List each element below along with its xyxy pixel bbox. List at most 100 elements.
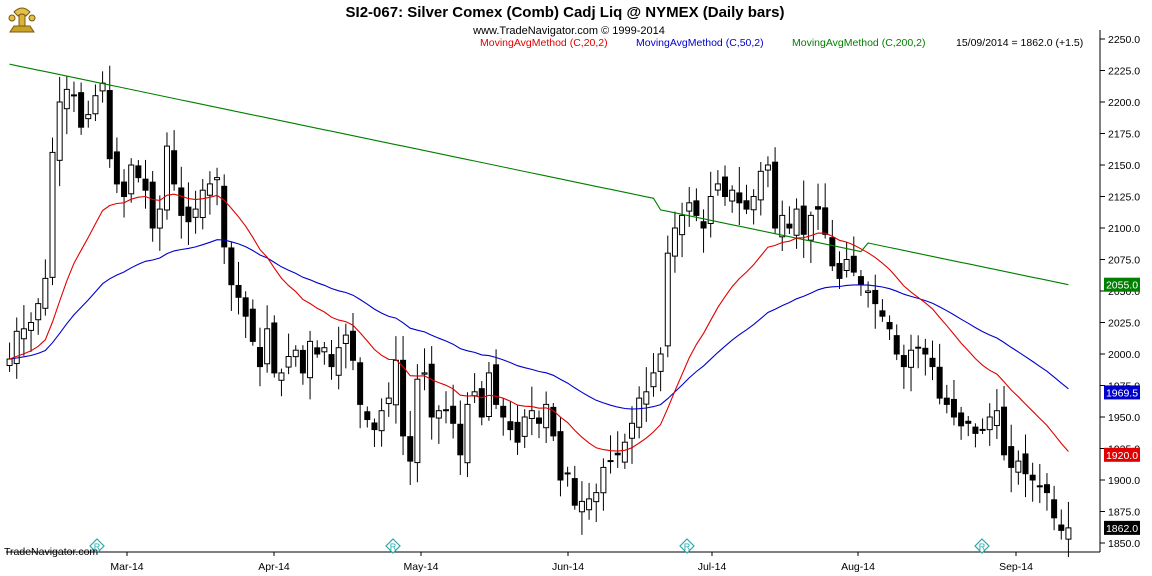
candle-up-body bbox=[843, 259, 850, 271]
candle-up-body bbox=[49, 151, 56, 278]
candle-down-body bbox=[221, 185, 228, 248]
candle-up-body bbox=[578, 500, 585, 513]
candle-down-body bbox=[450, 405, 457, 424]
candle-up-body bbox=[128, 164, 135, 195]
candle-up-body bbox=[600, 466, 607, 494]
candle-down-body bbox=[929, 357, 936, 368]
candle-down-body bbox=[364, 411, 371, 421]
trade-navigator-trophy-icon bbox=[8, 7, 36, 33]
candle-down-body bbox=[314, 347, 321, 355]
candle-up-body bbox=[650, 372, 657, 388]
candle-up-body bbox=[35, 303, 42, 321]
candle-down-body bbox=[936, 366, 943, 399]
candle-down-body bbox=[1036, 485, 1043, 488]
candle-up-body bbox=[292, 349, 299, 358]
candle-down-body bbox=[879, 310, 886, 317]
candle-down-body bbox=[915, 346, 922, 349]
candle-down-body bbox=[536, 417, 542, 424]
candle-up-body bbox=[378, 410, 385, 432]
diamond-shape bbox=[89, 538, 105, 554]
candle-up-body bbox=[485, 372, 492, 418]
x-tick-label: Apr-14 bbox=[258, 561, 290, 573]
x-tick-label: Mar-14 bbox=[110, 561, 143, 573]
y-tick-label: 1950.0 bbox=[1108, 412, 1140, 424]
x-tick-label: Aug-14 bbox=[841, 561, 875, 573]
y-tick-label: 2250.0 bbox=[1108, 34, 1140, 46]
candle-down-body bbox=[564, 472, 571, 475]
candle-up-body bbox=[285, 356, 292, 368]
candle-up-body bbox=[206, 183, 213, 196]
y-tick-label: 2175.0 bbox=[1108, 129, 1140, 141]
candle-up-body bbox=[92, 95, 99, 115]
candle-up-body bbox=[385, 397, 392, 405]
roll-diamond-icon: R bbox=[974, 538, 990, 554]
candle-down-body bbox=[242, 297, 249, 317]
candle-down-body bbox=[800, 205, 807, 235]
candle-up-body bbox=[1065, 527, 1072, 540]
candle-down-body bbox=[950, 398, 957, 418]
price-tag-label: 1920.0 bbox=[1106, 450, 1138, 462]
x-tick-label: Jul-14 bbox=[698, 561, 727, 573]
candle-up-body bbox=[714, 183, 721, 191]
candle-down-body bbox=[299, 349, 306, 374]
candle-up-body bbox=[986, 416, 993, 431]
candle-up-body bbox=[629, 422, 636, 439]
candle-up-body bbox=[13, 330, 20, 365]
y-tick-label: 2000.0 bbox=[1108, 349, 1140, 361]
candle-down-body bbox=[149, 181, 156, 229]
diamond-shape bbox=[385, 538, 401, 554]
candle-up-body bbox=[63, 88, 70, 110]
legend-ma20: MovingAvgMethod (C,20,2) bbox=[480, 37, 608, 49]
footer-brand: TradeNavigator.com bbox=[4, 546, 98, 558]
candle-up-body bbox=[6, 358, 13, 367]
candle-up-body bbox=[264, 328, 271, 365]
y-tick-label: 2225.0 bbox=[1108, 66, 1140, 78]
candle-up-body bbox=[85, 114, 92, 120]
price-tag-label: 1862.0 bbox=[1106, 523, 1138, 535]
candle-up-body bbox=[671, 227, 678, 257]
candle-down-body bbox=[113, 151, 120, 185]
candle-up-body bbox=[807, 214, 814, 241]
candle-up-body bbox=[679, 214, 686, 236]
candle-up-body bbox=[865, 290, 872, 294]
candle-up-body bbox=[636, 397, 643, 428]
candle-up-body bbox=[521, 416, 528, 437]
candle-down-body bbox=[185, 206, 192, 223]
roll-diamond-icon: R bbox=[679, 538, 695, 554]
candle-down-body bbox=[965, 420, 972, 424]
candle-down-body bbox=[228, 247, 235, 286]
candle-up-body bbox=[993, 410, 1000, 427]
moving-average-lines bbox=[9, 63, 1069, 452]
candle-down-body bbox=[850, 255, 857, 273]
y-tick-label: 1875.0 bbox=[1108, 507, 1140, 519]
candle-up-body bbox=[20, 328, 27, 340]
candle-down-body bbox=[614, 452, 621, 456]
copyright-text: www.TradeNavigator.com © 1999-2014 bbox=[472, 25, 665, 37]
candle-up-body bbox=[908, 349, 915, 368]
diamond-letter: R bbox=[684, 542, 691, 552]
diamond-shape bbox=[974, 538, 990, 554]
candlestick-series bbox=[6, 65, 1072, 558]
candle-up-body bbox=[435, 410, 442, 419]
candle-up-body bbox=[421, 372, 428, 375]
candle-down-body bbox=[1008, 446, 1015, 468]
candle-up-body bbox=[156, 208, 163, 229]
candle-up-body bbox=[757, 170, 764, 201]
candle-up-body bbox=[686, 202, 693, 212]
candle-up-body bbox=[1015, 460, 1022, 473]
candle-down-body bbox=[507, 421, 514, 431]
candle-down-body bbox=[972, 426, 979, 434]
diamond-shape bbox=[679, 538, 695, 554]
candle-down-body bbox=[407, 436, 414, 462]
diamond-letter: R bbox=[94, 542, 101, 552]
last-quote-label: 15/09/2014 = 1862.0 (+1.5) bbox=[956, 37, 1083, 49]
legend-ma50: MovingAvgMethod (C,50,2) bbox=[636, 37, 764, 49]
candle-down-body bbox=[428, 363, 435, 418]
candle-down-body bbox=[958, 412, 965, 427]
candle-down-body bbox=[822, 207, 829, 235]
candle-up-body bbox=[664, 252, 671, 347]
candle-down-body bbox=[829, 237, 836, 267]
candle-down-body bbox=[943, 397, 950, 405]
